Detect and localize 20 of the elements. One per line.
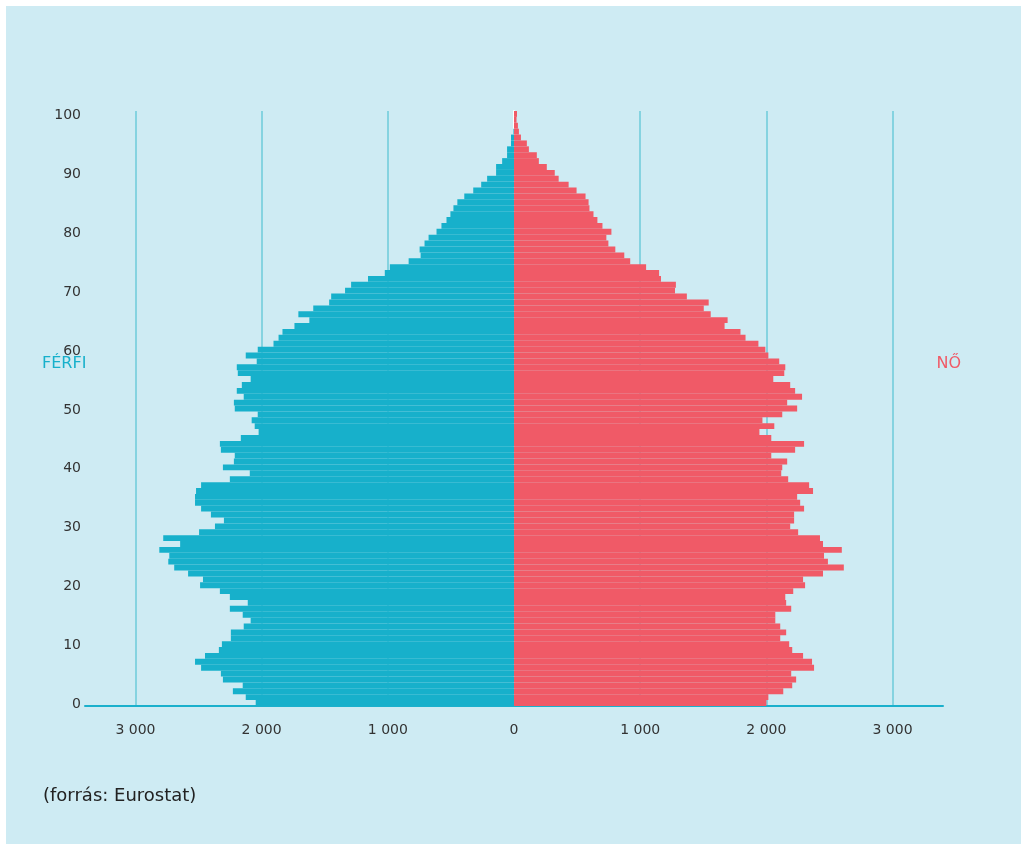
x-tick-label: 3 000: [872, 721, 913, 737]
x-tick-label: 2 000: [746, 721, 787, 737]
x-tick-label: 1 000: [620, 721, 661, 737]
y-tick-label: 30: [63, 518, 81, 535]
y-tick-label: 20: [63, 577, 81, 594]
text: FÉRFI: [42, 352, 87, 372]
y-tick-label: 100: [54, 105, 81, 122]
y-tick-label: 0: [72, 695, 81, 712]
y-tick-label: 70: [63, 282, 81, 299]
y-tick-label: 50: [63, 400, 81, 417]
y-tick-label: 80: [63, 223, 81, 240]
y-tick-label: 90: [63, 164, 81, 181]
text: NŐ: [936, 351, 961, 372]
text: (forrás: Eurostat): [43, 783, 197, 805]
x-tick-label: 0: [509, 721, 519, 737]
x-tick-label: 2 000: [241, 721, 282, 737]
y-tick-label: 40: [63, 459, 81, 476]
x-tick-label: 1 000: [367, 721, 408, 737]
x-tick-label: 3 000: [115, 721, 156, 737]
y-tick-label: 10: [63, 636, 81, 653]
